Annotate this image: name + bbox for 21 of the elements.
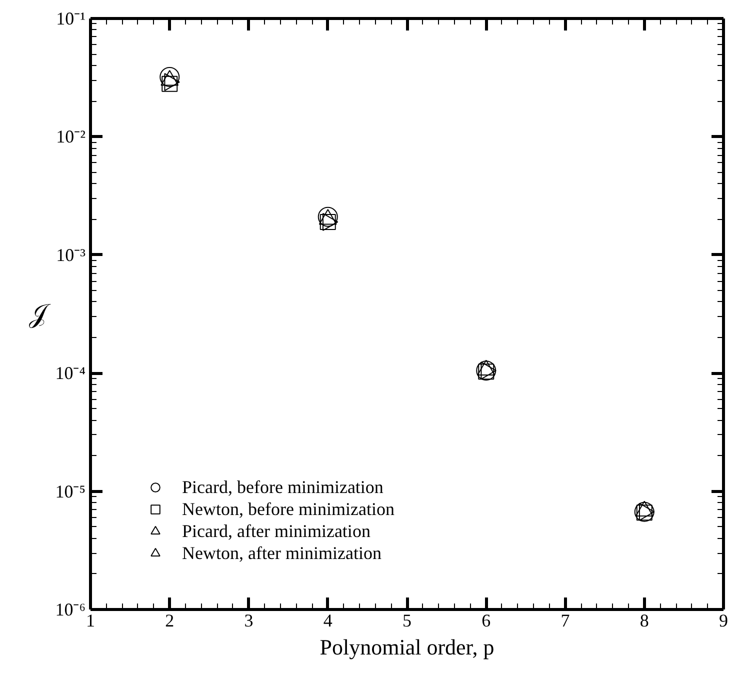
x-tick-label: 5 <box>402 610 412 630</box>
y-tick-label: 10⁻⁴ <box>55 363 86 384</box>
x-tick-label: 2 <box>165 610 174 630</box>
y-tick-label: 10⁻¹ <box>56 8 86 28</box>
y-axis-title: 𝒥 <box>29 300 52 328</box>
legend-label: Picard, after minimization <box>182 520 370 542</box>
x-tick-label: 1 <box>86 610 95 630</box>
x-axis-title: Polynomial order, p <box>320 634 494 660</box>
y-tick-label: 10⁻² <box>56 126 86 147</box>
x-tick-label: 9 <box>719 610 728 630</box>
x-tick-label: 4 <box>323 610 332 630</box>
x-tick-label: 3 <box>244 610 254 630</box>
x-tick-label: 6 <box>482 610 491 630</box>
legend-label: Picard, before minimization <box>182 476 384 498</box>
legend-label: Newton, after minimization <box>182 542 382 564</box>
x-tick-label: 8 <box>640 610 649 630</box>
x-tick-label: 7 <box>560 610 570 630</box>
y-tick-label: 10⁻⁶ <box>55 600 86 620</box>
y-tick-label: 10⁻³ <box>56 244 86 265</box>
legend-label: Newton, before minimization <box>182 498 394 520</box>
y-tick-label: 10⁻⁵ <box>55 481 86 502</box>
